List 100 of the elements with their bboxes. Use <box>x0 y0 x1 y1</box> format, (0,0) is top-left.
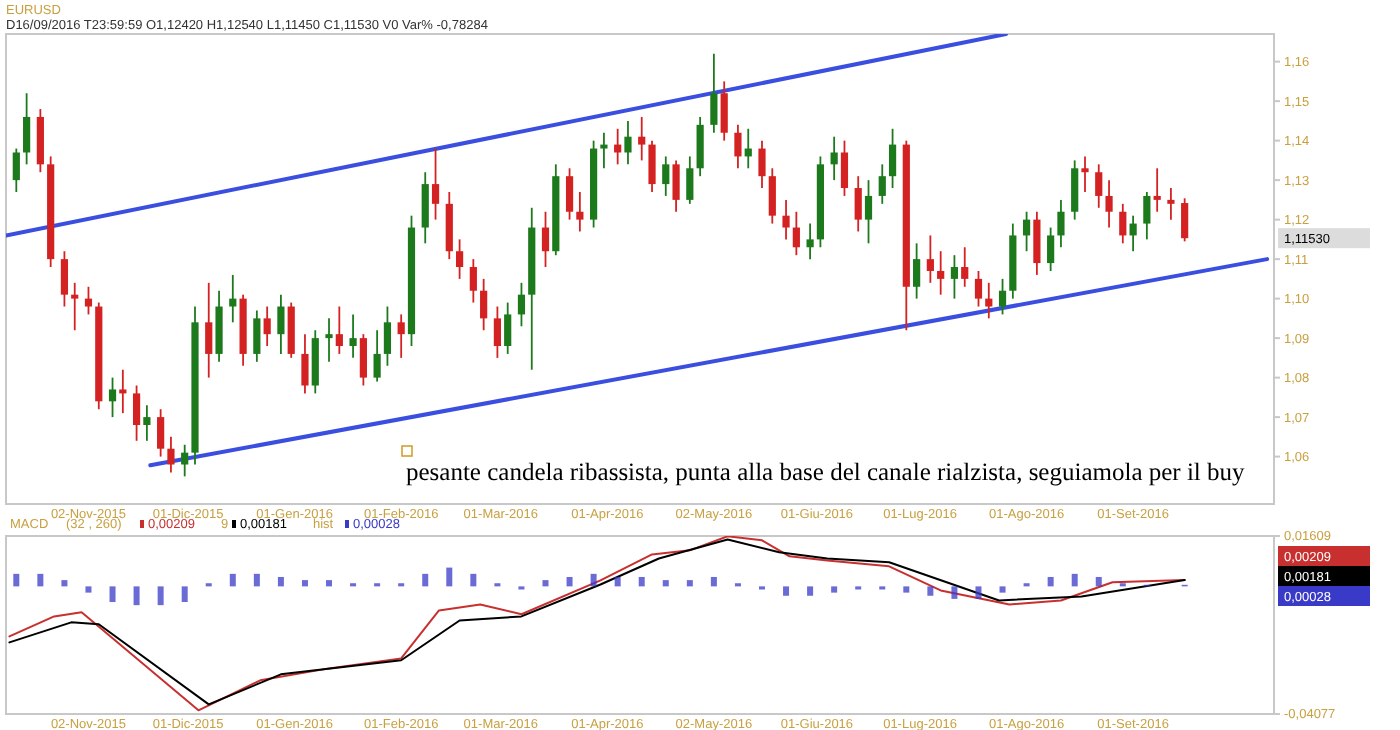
candlestick <box>445 191 453 261</box>
bar <box>61 580 68 587</box>
candlestick <box>926 234 934 284</box>
candlestick <box>1057 198 1065 249</box>
bar <box>783 586 790 596</box>
bar <box>446 567 453 587</box>
candlestick <box>974 270 983 308</box>
candlestick <box>792 210 800 257</box>
bar <box>831 586 838 593</box>
candlestick <box>878 163 886 205</box>
bar <box>422 573 429 587</box>
bar <box>662 580 669 587</box>
candlestick <box>888 127 897 189</box>
candlestick <box>373 329 381 383</box>
candlestick <box>12 147 20 193</box>
candlestick <box>710 52 718 134</box>
candlestick <box>913 242 921 300</box>
annotation: pesante candela ribassista, punta alla base del canale rialzista, seguiamola per il buy <box>406 458 1247 486</box>
bar <box>566 576 573 587</box>
candlestick <box>1167 187 1175 221</box>
bar <box>277 576 284 587</box>
candlestick <box>455 238 464 280</box>
bar <box>229 573 236 587</box>
candlestick <box>397 313 405 359</box>
bar <box>181 586 188 603</box>
candlestick <box>998 277 1007 316</box>
bar <box>975 586 982 599</box>
candlestick <box>1105 179 1113 229</box>
candlestick <box>60 250 69 308</box>
candlestick <box>1181 197 1189 243</box>
candlestick <box>696 116 704 178</box>
bar <box>903 586 910 593</box>
bar <box>590 573 597 587</box>
candlestick <box>335 305 343 355</box>
candlestick <box>143 404 151 442</box>
candlestick <box>287 301 295 359</box>
bar <box>85 586 92 593</box>
candlestick <box>985 281 993 320</box>
candlestick <box>263 305 271 347</box>
candlestick <box>864 179 873 245</box>
candlestick <box>961 246 969 288</box>
bar <box>999 586 1006 593</box>
bar <box>37 573 44 587</box>
candlestick <box>480 277 488 332</box>
bar <box>133 586 140 606</box>
candlestick <box>937 250 945 296</box>
candlestick <box>493 305 501 359</box>
bar <box>686 580 693 587</box>
candlestick <box>624 119 632 166</box>
bar <box>927 586 934 596</box>
candlestick <box>23 92 31 166</box>
candlestick <box>1153 167 1161 213</box>
candlestick <box>1033 210 1041 276</box>
bar <box>614 576 621 587</box>
candlestick <box>720 80 728 142</box>
candlestick <box>782 198 790 241</box>
candlestick <box>840 139 849 197</box>
candlestick <box>1047 226 1055 272</box>
bar <box>470 573 477 587</box>
bar <box>951 586 958 599</box>
candlestick <box>157 408 165 458</box>
candlestick <box>301 333 309 395</box>
candlestick <box>253 309 261 363</box>
candlestick <box>108 376 117 419</box>
candlestick <box>119 368 127 415</box>
candlestick <box>504 301 512 355</box>
candlestick <box>734 123 742 170</box>
candlestick <box>638 116 646 162</box>
candlestick <box>71 281 79 332</box>
candlestick <box>205 281 213 379</box>
candlestick <box>469 258 477 304</box>
candlestick <box>167 435 175 474</box>
candlestick <box>84 285 93 316</box>
bar <box>13 573 20 587</box>
candlestick <box>229 274 237 324</box>
candlestick <box>421 171 429 245</box>
candlestick <box>830 135 838 182</box>
candlestick <box>1119 202 1127 245</box>
candlestick <box>132 384 141 442</box>
candlestick <box>215 289 223 363</box>
candlestick <box>600 131 608 170</box>
candlestick <box>517 281 526 328</box>
candlestick <box>1081 155 1089 193</box>
bar <box>807 586 814 596</box>
candlestick <box>768 167 776 225</box>
candlestick <box>431 147 440 221</box>
candlestick <box>541 210 550 268</box>
bar <box>253 573 260 587</box>
bar <box>326 580 333 587</box>
candlestick <box>349 313 357 359</box>
bar <box>109 586 116 603</box>
candlestick <box>1022 210 1031 253</box>
candlestick <box>806 222 814 261</box>
candlestick <box>1143 191 1151 241</box>
candlestick <box>565 167 574 221</box>
candlestick <box>662 155 670 197</box>
candlestick <box>854 175 862 233</box>
bar <box>542 580 549 587</box>
bar <box>1047 576 1054 587</box>
candlestick <box>359 333 367 387</box>
